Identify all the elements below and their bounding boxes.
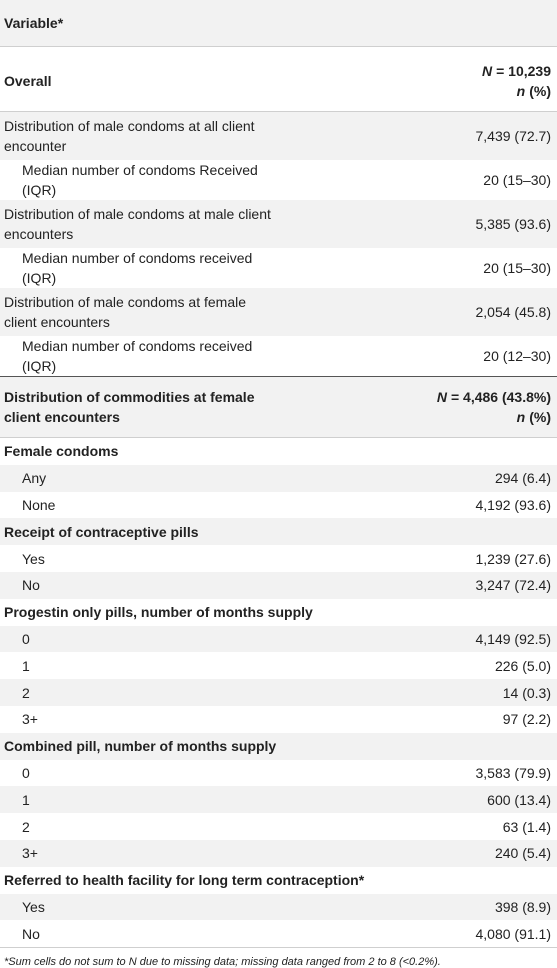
- row-value: 4,192 (93.6): [475, 496, 552, 513]
- row-label: Any: [0, 464, 279, 492]
- table-row: 0 4,149 (92.5): [0, 625, 557, 653]
- row-value: 226 (5.0): [494, 657, 551, 674]
- table-row: 2 14 (0.3): [0, 679, 557, 706]
- row-label: No: [0, 571, 279, 599]
- group-header: Combined pill, number of months supply: [0, 732, 557, 760]
- group-label: Female condoms: [4, 443, 119, 460]
- section-label: Overall: [0, 46, 279, 112]
- row-value: 2,054 (45.8): [278, 288, 557, 336]
- table-row: 1 226 (5.0): [0, 652, 557, 679]
- table-row: Median number of condoms received (IQR) 2…: [0, 336, 557, 377]
- row-label: Median number of condoms received (IQR): [0, 336, 279, 377]
- row-value: 20 (15–30): [483, 260, 551, 276]
- row-label: Distribution of male condoms at all clie…: [0, 111, 279, 160]
- section-header: Distribution of commodities at female cl…: [0, 376, 557, 438]
- table-row: Distribution of male condoms at all clie…: [0, 111, 557, 160]
- header-title: Variable*: [0, 0, 557, 47]
- count-value: = 10,239: [496, 63, 551, 79]
- section-count: N = 4,486 (43.8%) n (%): [278, 376, 557, 438]
- table-row: No 4,080 (91.1): [0, 920, 557, 947]
- row-label: Median number of condoms Received (IQR): [22, 162, 258, 198]
- group-header: Progestin only pills, number of months s…: [0, 599, 557, 626]
- row-value: 3,583 (79.9): [475, 764, 552, 781]
- count-symbol: N: [436, 389, 447, 405]
- table-row: Distribution of male condoms at female c…: [0, 288, 557, 336]
- row-label: 1: [0, 786, 279, 814]
- row-value: 398 (8.9): [278, 893, 557, 921]
- row-label: 0: [22, 764, 30, 781]
- table-row: Median number of condoms received (IQR) 2…: [0, 248, 557, 288]
- row-value: 4,080 (91.1): [475, 925, 552, 942]
- unit-label: (%): [529, 83, 551, 99]
- data-table: Variable* Overall N = 10,239 n (%) Distributi…: [0, 0, 557, 947]
- table-row: Distribution of male condoms at male cli…: [0, 200, 557, 248]
- count-value: = 4,486 (43.8%): [450, 389, 551, 405]
- table-body: Variable* Overall N = 10,239 n (%) Distributi…: [0, 0, 557, 947]
- group-label: Receipt of contraceptive pills: [0, 518, 557, 546]
- table-row: Median number of condoms Received (IQR) 2…: [0, 160, 557, 200]
- group-label: Referred to health facility for long ter…: [4, 872, 365, 889]
- row-value: 3,247 (72.4): [278, 571, 557, 599]
- row-value: 14 (0.3): [278, 679, 557, 706]
- row-label: No: [22, 925, 40, 942]
- row-value: 5,385 (93.6): [278, 200, 557, 248]
- row-value: 600 (13.4): [278, 786, 557, 814]
- row-label: Distribution of male condoms at female c…: [0, 288, 279, 336]
- table-row: 3+ 240 (5.4): [0, 839, 557, 867]
- row-value: 294 (6.4): [278, 464, 557, 492]
- unit-symbol: n: [516, 409, 526, 425]
- table-row: 2 63 (1.4): [0, 813, 557, 840]
- row-value: 1,239 (27.6): [475, 550, 552, 567]
- section-label: Distribution of commodities at female cl…: [0, 376, 279, 438]
- table-row: Yes 398 (8.9): [0, 893, 557, 921]
- group-label: Progestin only pills, number of months s…: [4, 604, 313, 621]
- header-row: Variable*: [0, 0, 557, 47]
- unit-symbol: n: [516, 83, 526, 99]
- row-label: Yes: [0, 893, 279, 921]
- row-label: 3+: [22, 711, 38, 728]
- section-count: N = 10,239 n (%): [278, 46, 557, 112]
- row-value: 4,149 (92.5): [278, 625, 557, 653]
- row-label: None: [22, 496, 56, 513]
- unit-label: (%): [529, 409, 551, 425]
- table-row: Any 294 (6.4): [0, 464, 557, 492]
- row-label: 1: [22, 657, 30, 674]
- group-header: Female condoms: [0, 438, 557, 465]
- unit-line: n (%): [283, 407, 551, 427]
- count-line: N = 4,486 (43.8%): [283, 387, 551, 407]
- table-row: 3+ 97 (2.2): [0, 706, 557, 733]
- table-row: 1 600 (13.4): [0, 786, 557, 814]
- row-value: 20 (12–30): [278, 336, 557, 377]
- row-label: Distribution of male condoms at male cli…: [0, 200, 279, 248]
- row-value: 240 (5.4): [278, 839, 557, 867]
- table-row: Yes 1,239 (27.6): [0, 545, 557, 572]
- table-row: 0 3,583 (79.9): [0, 760, 557, 787]
- row-label: 0: [0, 625, 279, 653]
- row-value: 7,439 (72.7): [278, 111, 557, 160]
- row-value: 97 (2.2): [502, 711, 551, 728]
- row-label: 2: [22, 818, 30, 835]
- group-label: Combined pill, number of months supply: [0, 732, 557, 760]
- count-symbol: N: [481, 63, 493, 79]
- section-header: Overall N = 10,239 n (%): [0, 46, 557, 112]
- row-label: 2: [0, 679, 279, 706]
- table-row: No 3,247 (72.4): [0, 571, 557, 599]
- row-label: Yes: [22, 550, 45, 567]
- group-header: Receipt of contraceptive pills: [0, 518, 557, 546]
- table-row: None 4,192 (93.6): [0, 492, 557, 519]
- row-value: 20 (15–30): [483, 172, 551, 188]
- row-label: 3+: [0, 839, 279, 867]
- footnote: *Sum cells do not sum to N due to missin…: [0, 947, 557, 968]
- row-value: 63 (1.4): [502, 818, 551, 835]
- count-line: N = 10,239: [283, 61, 551, 81]
- group-header: Referred to health facility for long ter…: [0, 867, 557, 894]
- unit-line: n (%): [283, 81, 551, 101]
- row-label: Median number of condoms received (IQR): [22, 250, 253, 286]
